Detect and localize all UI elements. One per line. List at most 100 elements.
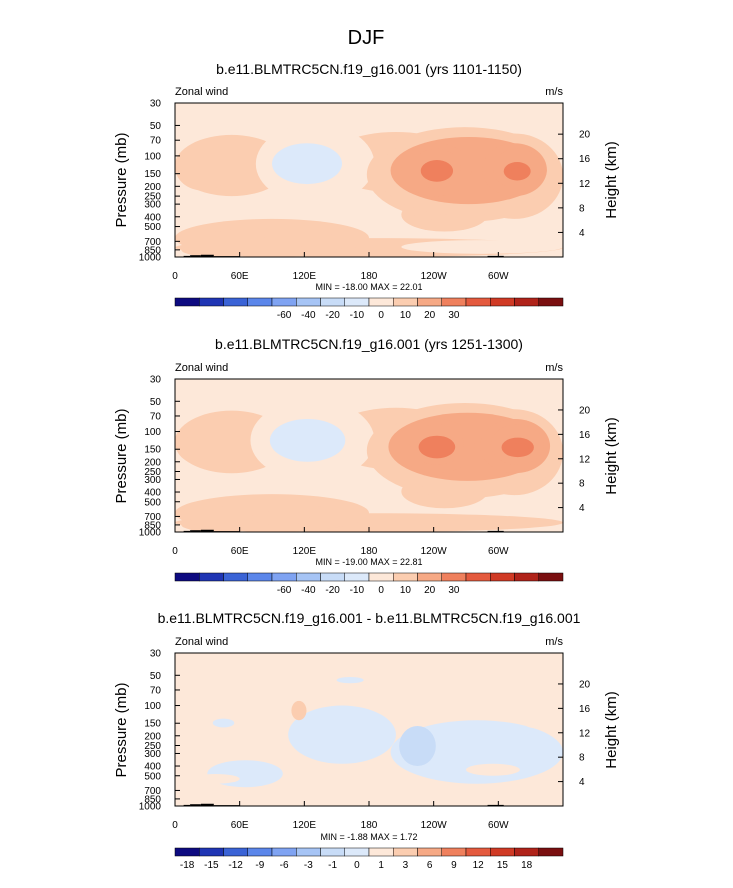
- contour-region: [272, 143, 343, 185]
- colorbar-label: -18: [180, 860, 195, 871]
- y-tick-label: 400: [144, 762, 161, 773]
- panel-2-title: b.e11.BLMTRC5CN.f19_g16.001 (yrs 1251-13…: [215, 336, 523, 352]
- colorbar-swatch: [393, 847, 418, 857]
- contour-region: [511, 167, 527, 176]
- y2-tick-label: 12: [579, 179, 591, 190]
- y-tick-label: 1000: [139, 253, 162, 264]
- y2-tick-label: 12: [579, 454, 591, 465]
- topography: [190, 255, 201, 257]
- colorbar-swatch: [538, 847, 564, 857]
- colorbar-swatch: [465, 297, 491, 307]
- colorbar-label: -12: [228, 860, 243, 871]
- y-tick-label: 1000: [139, 802, 162, 813]
- contour-region: [212, 718, 235, 728]
- y-tick-label: 250: [144, 467, 161, 478]
- y2-tick-label: 16: [579, 704, 591, 715]
- panel-3-title: b.e11.BLMTRC5CN.f19_g16.001 - b.e11.BLMT…: [158, 610, 581, 626]
- x-tick-label: 120E: [293, 271, 317, 282]
- y2-tick-label: 8: [579, 203, 585, 214]
- colorbar-label: 3: [403, 860, 409, 871]
- colorbar-swatch: [393, 572, 418, 582]
- y2-tick-label: 8: [579, 753, 585, 764]
- colorbar-swatch: [490, 572, 515, 582]
- colorbar-label: -10: [350, 310, 365, 321]
- colorbar-swatch: [441, 297, 467, 307]
- colorbar-label: -15: [204, 860, 219, 871]
- y-tick-label: 100: [144, 151, 161, 162]
- colorbar-swatch: [223, 572, 248, 582]
- y2-tick-label: 4: [579, 777, 585, 788]
- colorbar-swatch: [393, 297, 418, 307]
- y-tick-label: 850: [144, 245, 161, 256]
- colorbar-label: 18: [521, 860, 533, 871]
- contour-region: [390, 720, 563, 784]
- contour-region: [269, 418, 346, 462]
- topography: [200, 254, 214, 257]
- colorbar-swatch: [538, 297, 564, 307]
- topography: [183, 804, 191, 806]
- panel-1-y2-axis-label: Height (km): [603, 141, 620, 219]
- y-tick-label: 850: [144, 794, 161, 805]
- topography: [487, 255, 504, 257]
- panel-3-units: m/s: [545, 636, 563, 648]
- contour-region: [401, 240, 563, 254]
- panel-1-units: m/s: [545, 86, 563, 98]
- x-tick-label: 0: [172, 820, 178, 831]
- y-tick-label: 500: [144, 497, 161, 508]
- y2-tick-label: 16: [579, 154, 591, 165]
- colorbar-swatch: [296, 297, 321, 307]
- topography: [190, 530, 201, 532]
- y-tick-label: 200: [144, 457, 161, 468]
- x-tick-label: 60W: [488, 271, 509, 282]
- panel-2-units: m/s: [545, 362, 563, 374]
- colorbar-swatch: [223, 847, 248, 857]
- colorbar-label: -20: [325, 585, 340, 596]
- colorbar-swatch: [296, 847, 321, 857]
- colorbar-swatch: [514, 572, 539, 582]
- contour-region: [525, 720, 558, 729]
- colorbar-label: -20: [325, 310, 340, 321]
- colorbar-swatch: [199, 297, 224, 307]
- colorbar-swatch: [271, 847, 297, 857]
- y-tick-label: 150: [144, 445, 161, 456]
- colorbar-label: -10: [350, 585, 365, 596]
- y2-tick-label: 8: [579, 479, 585, 490]
- y-tick-label: 50: [150, 397, 162, 408]
- figure-title: DJF: [348, 27, 385, 49]
- colorbar-label: 1: [378, 860, 384, 871]
- x-tick-label: 60E: [231, 271, 249, 282]
- panel-3-y-axis-label: Pressure (mb): [113, 682, 130, 777]
- x-tick-label: 120W: [421, 546, 448, 557]
- x-tick-label: 120E: [293, 546, 317, 557]
- colorbar-swatch: [441, 572, 467, 582]
- y-tick-label: 200: [144, 731, 161, 742]
- panel-2: b.e11.BLMTRC5CN.f19_g16.001 (yrs 1251-13…: [113, 336, 620, 596]
- y-tick-label: 30: [150, 649, 162, 660]
- colorbar-swatch: [465, 572, 491, 582]
- x-tick-label: 180: [361, 546, 378, 557]
- colorbar-label: 0: [378, 310, 384, 321]
- x-tick-label: 60W: [488, 820, 509, 831]
- colorbar-swatch: [344, 847, 370, 857]
- panel-2-y-axis-label: Pressure (mb): [113, 408, 130, 503]
- colorbar-label: -40: [301, 585, 316, 596]
- y2-tick-label: 4: [579, 503, 585, 514]
- colorbar-label: -1: [328, 860, 337, 871]
- contour-region: [399, 726, 436, 767]
- colorbar-swatch: [490, 847, 515, 857]
- colorbar-label: 0: [378, 585, 384, 596]
- panel-2-left-label: Zonal wind: [175, 362, 228, 374]
- y2-tick-label: 4: [579, 228, 585, 239]
- panel-1: b.e11.BLMTRC5CN.f19_g16.001 (yrs 1101-11…: [113, 61, 620, 321]
- x-tick-label: 60E: [231, 820, 249, 831]
- y-tick-label: 70: [150, 411, 162, 422]
- y-tick-label: 100: [144, 701, 161, 712]
- colorbar-swatch: [199, 572, 224, 582]
- contour-region: [420, 160, 454, 182]
- y-tick-label: 850: [144, 520, 161, 531]
- panel-3-left-label: Zonal wind: [175, 636, 228, 648]
- colorbar-swatch: [271, 297, 297, 307]
- colorbar-swatch: [223, 297, 248, 307]
- panel-3-y2-axis-label: Height (km): [603, 691, 620, 769]
